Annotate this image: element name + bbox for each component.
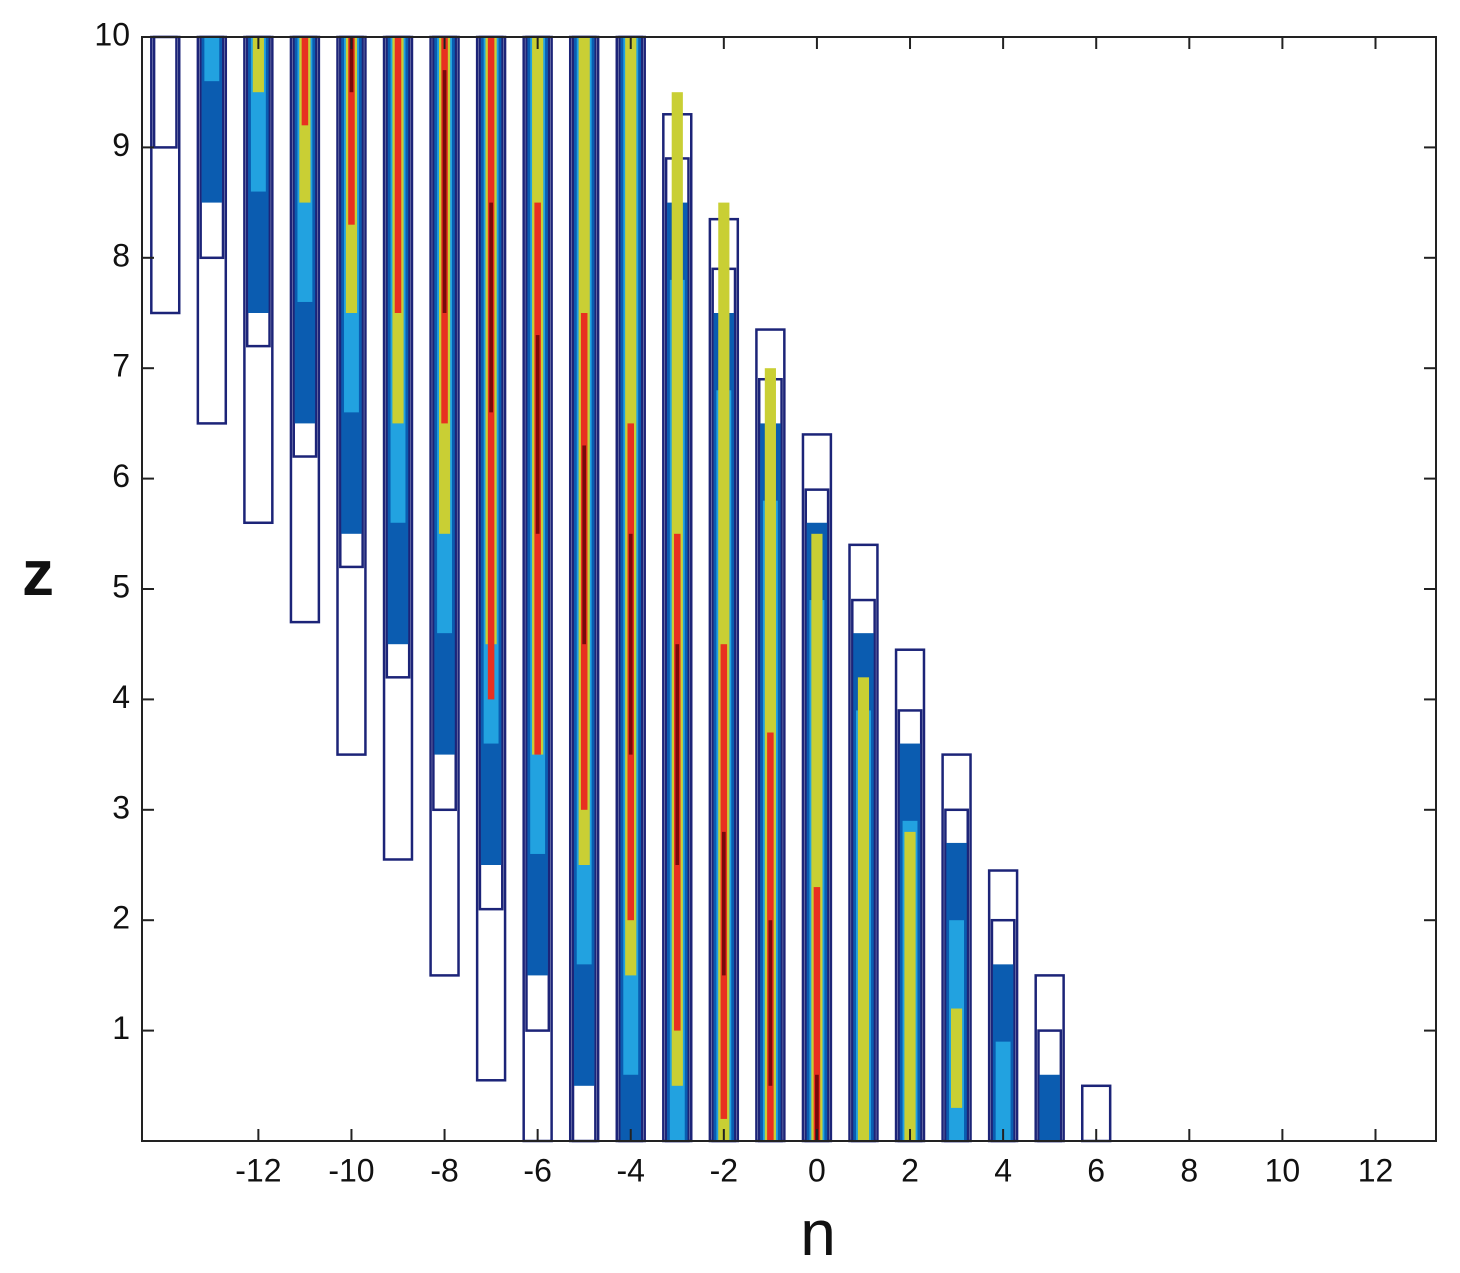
contour-band (348, 37, 355, 225)
x-tick-label: -2 (710, 1152, 738, 1188)
contour-band (904, 831, 916, 1141)
contour-band (535, 335, 540, 534)
x-axis-label: n (800, 1197, 836, 1269)
y-tick-label: 6 (112, 458, 130, 494)
contour-band (995, 1041, 1011, 1141)
x-tick-label: -6 (523, 1152, 551, 1188)
contour-band (768, 920, 773, 1086)
y-tick-label: 9 (112, 127, 130, 163)
contour-band (252, 37, 264, 93)
x-tick-label: -4 (617, 1152, 645, 1188)
y-tick-label: 4 (112, 679, 130, 715)
x-tick-label: -10 (328, 1152, 374, 1188)
y-tick-label: 8 (112, 237, 130, 273)
x-tick-label: 10 (1265, 1152, 1301, 1188)
contour-band (857, 677, 870, 1141)
contour-band (950, 1008, 963, 1108)
contour-band (1039, 1074, 1060, 1141)
contour-band (301, 37, 309, 126)
contour-band (582, 445, 587, 645)
y-tick-label: 5 (112, 568, 130, 604)
contour-band (628, 533, 633, 755)
contour-band (815, 1074, 819, 1141)
contour-band (204, 37, 220, 82)
x-tick-label: 4 (994, 1152, 1012, 1188)
x-tick-label: -12 (235, 1152, 281, 1188)
plot-frame (141, 36, 1437, 1142)
y-tick-label: 7 (112, 348, 130, 384)
contour-band (349, 37, 354, 93)
y-tick-label: 1 (112, 1010, 130, 1046)
x-tick-label: 6 (1087, 1152, 1105, 1188)
x-tick-label: 2 (901, 1152, 919, 1188)
y-axis-label: z (22, 537, 54, 609)
x-tick-label: 0 (808, 1152, 826, 1188)
contour-band (152, 35, 178, 149)
contour-band (394, 37, 402, 313)
y-tick-label: 3 (112, 789, 130, 825)
contour-band (442, 70, 447, 314)
x-tick-label: 8 (1180, 1152, 1198, 1188)
x-tick-label: -8 (430, 1152, 458, 1188)
contour-band (675, 644, 680, 865)
y-tick-label: 10 (94, 16, 130, 52)
y-tick-label: 2 (112, 900, 130, 936)
x-tick-label: 12 (1358, 1152, 1394, 1188)
contour-band (811, 533, 823, 1141)
contour-band (813, 887, 821, 1141)
contour-band (721, 831, 726, 976)
contour-band (489, 202, 493, 413)
